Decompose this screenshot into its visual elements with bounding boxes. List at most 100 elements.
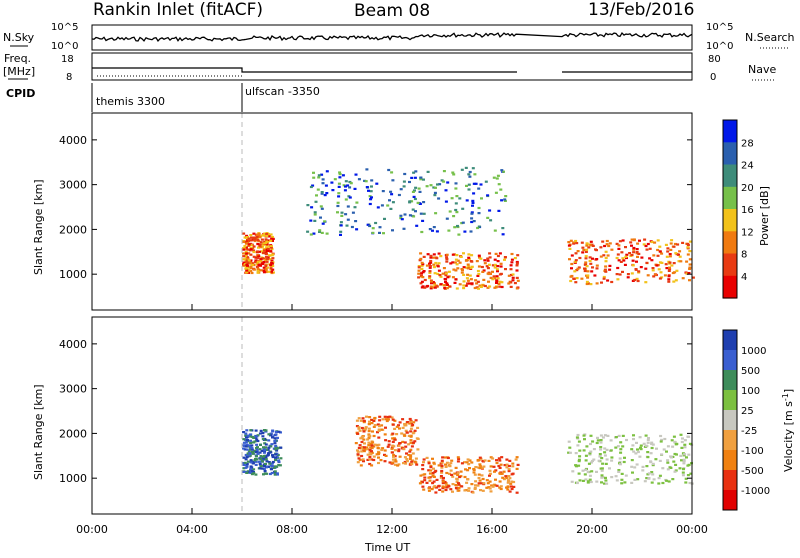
heatmap-cell: [370, 422, 374, 425]
heatmap-cell: [437, 484, 441, 487]
heatmap-cell: [590, 270, 594, 273]
heatmap-cell: [568, 247, 572, 250]
heatmap-cell: [407, 434, 411, 437]
heatmap-cell: [483, 459, 487, 462]
heatmap-cell: [451, 475, 455, 478]
heatmap-cell: [267, 433, 271, 436]
heatmap-cell: [244, 255, 248, 258]
heatmap-cell: [417, 265, 421, 268]
heatmap-cell: [574, 239, 578, 243]
heatmap-cell: [505, 486, 508, 489]
heatmap-cell: [242, 470, 246, 473]
heatmap-cell: [256, 250, 260, 253]
heatmap-cell: [261, 245, 265, 248]
heatmap-cell: [370, 444, 374, 447]
heatmap-cell: [417, 272, 421, 275]
heatmap-cell: [254, 436, 258, 439]
heatmap-cell: [357, 427, 361, 430]
heatmap-cell: [474, 466, 478, 469]
heatmap-cell: [632, 248, 636, 251]
heatmap-cell: [271, 460, 275, 464]
heatmap-cell: [263, 240, 267, 243]
heatmap-cell: [306, 204, 310, 207]
heatmap-cell: [367, 189, 370, 192]
heatmap-cell: [501, 233, 505, 236]
heatmap-cell: [417, 269, 421, 272]
heatmap-cell: [242, 255, 246, 258]
heatmap-cell: [682, 468, 685, 471]
heatmap-cell: [449, 488, 453, 491]
heatmap-cell: [441, 480, 445, 483]
heatmap-cell: [499, 463, 503, 466]
heatmap-cell: [256, 257, 260, 260]
heatmap-cell: [420, 261, 424, 264]
heatmap-cell: [268, 258, 272, 261]
heatmap-cell: [382, 232, 385, 235]
heatmap-cell: [261, 262, 265, 266]
heatmap-cell: [595, 258, 599, 261]
heatmap-cell: [354, 220, 358, 223]
heatmap-cell: [603, 454, 607, 457]
heatmap-cell: [391, 229, 394, 232]
heatmap-cell: [654, 458, 658, 461]
heatmap-cell: [421, 464, 425, 467]
heatmap-cell: [267, 235, 271, 238]
heatmap-cell: [688, 240, 692, 243]
heatmap-cell: [383, 449, 387, 452]
heatmap-cell: [320, 191, 324, 194]
heatmap-cell: [443, 277, 447, 281]
heatmap-cell: [461, 207, 465, 210]
heatmap-cell: [320, 192, 324, 195]
heatmap-cell: [507, 464, 511, 468]
heatmap-cell: [356, 453, 360, 456]
heatmap-cell: [679, 260, 683, 263]
heatmap-cell: [630, 272, 634, 275]
heatmap-cell: [610, 476, 614, 479]
heatmap-cell: [461, 221, 465, 224]
heatmap-cell: [244, 466, 248, 469]
heatmap-cell: [373, 416, 377, 420]
heatmap-cell: [636, 448, 639, 451]
heatmap-cell: [493, 258, 497, 261]
heatmap-cell: [320, 231, 324, 234]
heatmap-cell: [266, 266, 269, 269]
heatmap-cell: [481, 477, 485, 481]
heatmap-cell: [647, 477, 651, 480]
heatmap-cell: [313, 213, 317, 216]
heatmap-cell: [430, 282, 433, 285]
heatmap-cell: [268, 254, 272, 257]
heatmap-cell: [249, 262, 252, 265]
heatmap-cell: [515, 260, 519, 264]
heatmap-cell: [432, 186, 436, 189]
heatmap-cell: [465, 266, 469, 269]
heatmap-cell: [372, 419, 376, 422]
heatmap-cell: [600, 467, 604, 470]
heatmap-cell: [344, 198, 348, 201]
heatmap-cell: [422, 488, 426, 491]
heatmap-cell: [387, 168, 391, 172]
heatmap-cell: [348, 186, 352, 189]
heatmap-cell: [666, 445, 670, 448]
heatmap-cell: [448, 465, 452, 468]
heatmap-cell: [616, 266, 620, 270]
heatmap-cell: [623, 481, 627, 484]
y-tick-label: 1000: [59, 472, 87, 485]
colorbar-swatch: [723, 253, 737, 277]
heatmap-cell: [608, 264, 612, 267]
heatmap-cell: [260, 457, 264, 460]
heatmap-cell: [370, 179, 374, 182]
heatmap-cell: [472, 182, 476, 185]
heatmap-cell: [445, 282, 449, 285]
heatmap-cell: [426, 253, 430, 256]
heatmap-cell: [246, 452, 250, 455]
heatmap-cell: [381, 447, 385, 450]
heatmap-cell: [365, 186, 369, 189]
heatmap-cell: [511, 279, 515, 282]
nsky-panel-frame: [91, 24, 693, 51]
heatmap-cell: [605, 243, 609, 246]
heatmap-cell: [584, 263, 588, 266]
heatmap-cell: [599, 448, 603, 451]
heatmap-cell: [356, 461, 360, 464]
heatmap-cell: [681, 241, 685, 244]
